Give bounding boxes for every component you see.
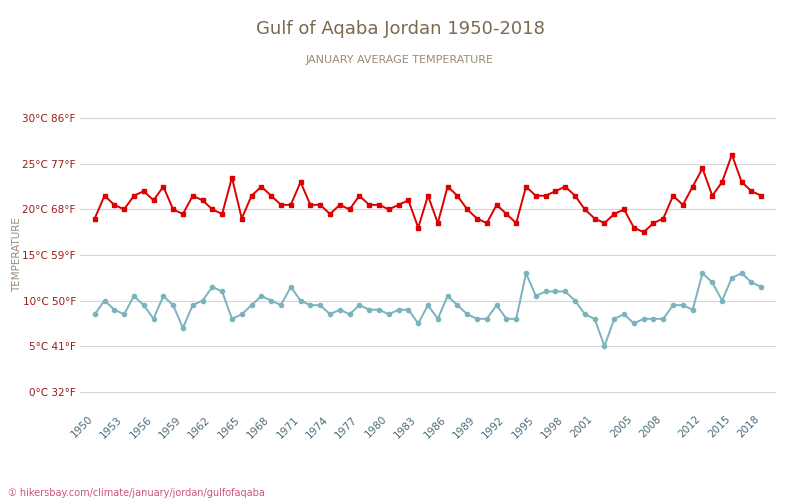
- DAY: [600, 220, 610, 226]
- NIGHT: [198, 298, 207, 304]
- Text: JANUARY AVERAGE TEMPERATURE: JANUARY AVERAGE TEMPERATURE: [306, 55, 494, 65]
- DAY: [139, 188, 149, 194]
- DAY: [472, 216, 482, 222]
- DAY: [757, 192, 766, 198]
- Line: NIGHT: NIGHT: [93, 271, 763, 348]
- NIGHT: [619, 312, 629, 318]
- Line: DAY: DAY: [93, 152, 763, 234]
- DAY: [746, 188, 756, 194]
- DAY: [90, 216, 99, 222]
- Text: ① hikersbay.com/climate/january/jordan/gulfofaqaba: ① hikersbay.com/climate/january/jordan/g…: [8, 488, 265, 498]
- NIGHT: [90, 312, 99, 318]
- DAY: [639, 229, 649, 235]
- NIGHT: [522, 270, 531, 276]
- NIGHT: [600, 343, 610, 349]
- NIGHT: [139, 302, 149, 308]
- NIGHT: [218, 288, 227, 294]
- NIGHT: [472, 316, 482, 322]
- DAY: [218, 211, 227, 217]
- NIGHT: [746, 280, 756, 285]
- Y-axis label: TEMPERATURE: TEMPERATURE: [12, 218, 22, 292]
- NIGHT: [757, 284, 766, 290]
- DAY: [198, 198, 207, 203]
- Text: Gulf of Aqaba Jordan 1950-2018: Gulf of Aqaba Jordan 1950-2018: [255, 20, 545, 38]
- DAY: [727, 152, 737, 158]
